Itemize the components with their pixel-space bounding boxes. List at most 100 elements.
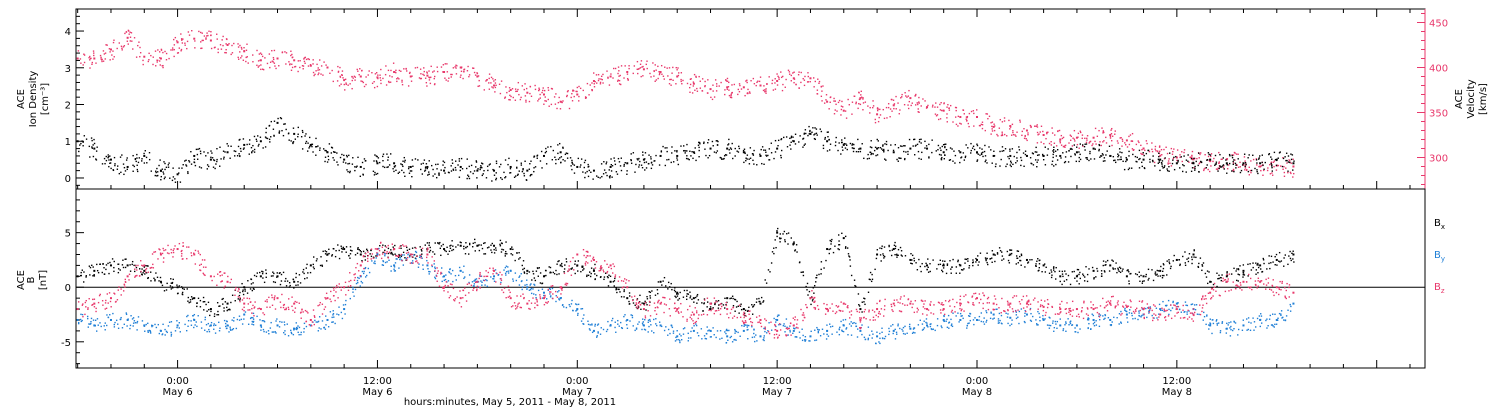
scatter-dot bbox=[1208, 271, 1210, 273]
scatter-dot bbox=[427, 268, 429, 270]
scatter-dot bbox=[570, 268, 573, 270]
scatter-dot bbox=[809, 129, 811, 132]
scatter-dot bbox=[707, 79, 709, 81]
scatter-dot bbox=[147, 330, 149, 332]
scatter-dot bbox=[545, 269, 547, 272]
scatter-dot bbox=[829, 239, 831, 242]
scatter-dot bbox=[1261, 270, 1264, 273]
scatter-dot bbox=[156, 175, 158, 177]
scatter-dot bbox=[285, 52, 288, 54]
scatter-dot bbox=[443, 161, 446, 164]
data-point bbox=[826, 100, 829, 103]
scatter-dot bbox=[402, 165, 404, 168]
scatter-dot bbox=[899, 145, 902, 147]
scatter-dot bbox=[691, 298, 693, 301]
scatter-dot bbox=[451, 162, 454, 164]
scatter-dot bbox=[826, 131, 829, 133]
scatter-dot bbox=[330, 152, 333, 154]
scatter-dot bbox=[1059, 280, 1061, 283]
scatter-dot bbox=[893, 103, 896, 105]
scatter-dot bbox=[1026, 139, 1028, 142]
scatter-dot bbox=[809, 130, 811, 133]
scatter-dot bbox=[973, 112, 975, 115]
scatter-dot bbox=[1125, 156, 1127, 159]
scatter-dot bbox=[402, 264, 405, 266]
scatter-dot bbox=[972, 261, 974, 263]
scatter-dot bbox=[690, 337, 692, 339]
scatter-dot bbox=[766, 83, 768, 85]
scatter-dot bbox=[1269, 267, 1271, 270]
scatter-dot bbox=[265, 127, 267, 130]
scatter-dot bbox=[690, 330, 692, 333]
scatter-dot bbox=[908, 89, 910, 92]
scatter-dot bbox=[1222, 164, 1225, 166]
data-point bbox=[592, 269, 595, 272]
scatter-dot bbox=[477, 168, 479, 170]
data-point bbox=[1275, 158, 1278, 161]
scatter-dot bbox=[1039, 131, 1041, 133]
scatter-dot bbox=[655, 318, 657, 320]
scatter-dot bbox=[572, 90, 574, 92]
scatter-dot bbox=[953, 150, 955, 152]
scatter-dot bbox=[233, 150, 236, 152]
scatter-dot bbox=[977, 264, 979, 266]
scatter-dot bbox=[586, 82, 589, 85]
scatter-dot bbox=[251, 289, 254, 292]
data-point bbox=[876, 253, 879, 256]
scatter-dot bbox=[545, 298, 548, 300]
scatter-dot bbox=[989, 257, 992, 260]
scatter-dot bbox=[239, 44, 241, 47]
scatter-dot bbox=[1278, 260, 1280, 262]
scatter-dot bbox=[1161, 165, 1163, 167]
scatter-dot bbox=[589, 329, 591, 331]
scatter-dot bbox=[812, 287, 814, 289]
scatter-dot bbox=[613, 157, 615, 159]
scatter-dot bbox=[460, 70, 463, 73]
scatter-dot bbox=[348, 162, 351, 165]
scatter-dot bbox=[767, 269, 770, 271]
scatter-dot bbox=[1193, 256, 1195, 258]
scatter-dot bbox=[790, 148, 792, 150]
scatter-dot bbox=[571, 93, 573, 95]
scatter-dot bbox=[244, 288, 246, 291]
data-point bbox=[1209, 158, 1212, 161]
scatter-dot bbox=[246, 43, 248, 45]
scatter-dot bbox=[1237, 166, 1240, 168]
scatter-dot bbox=[835, 103, 837, 106]
scatter-dot bbox=[593, 72, 595, 74]
scatter-dot bbox=[667, 288, 669, 290]
scatter-dot bbox=[690, 155, 692, 157]
scatter-dot bbox=[252, 61, 254, 63]
scatter-dot bbox=[1212, 283, 1215, 286]
scatter-dot bbox=[1119, 266, 1121, 269]
scatter-dot bbox=[295, 284, 297, 286]
scatter-dot bbox=[683, 145, 685, 147]
scatter-dot bbox=[1208, 153, 1210, 156]
scatter-dot bbox=[573, 164, 576, 166]
scatter-dot bbox=[409, 170, 412, 172]
scatter-dot bbox=[149, 331, 152, 333]
scatter-dot bbox=[825, 338, 828, 340]
scatter-dot bbox=[357, 276, 359, 279]
scatter-dot bbox=[257, 145, 260, 147]
data-point bbox=[476, 244, 479, 247]
scatter-dot bbox=[1044, 164, 1047, 166]
scatter-dot bbox=[875, 257, 878, 260]
scatter-dot bbox=[851, 144, 853, 146]
scatter-dot bbox=[106, 324, 108, 327]
scatter-dot bbox=[361, 282, 364, 284]
scatter-dot bbox=[774, 88, 777, 90]
scatter-dot bbox=[184, 42, 186, 44]
scatter-dot bbox=[1235, 167, 1237, 169]
scatter-dot bbox=[293, 287, 295, 289]
scatter-dot bbox=[177, 292, 179, 294]
scatter-dot bbox=[199, 152, 202, 155]
scatter-dot bbox=[95, 330, 98, 332]
scatter-dot bbox=[162, 51, 164, 54]
scatter-dot bbox=[574, 263, 576, 265]
scatter-dot bbox=[753, 328, 755, 330]
scatter-dot bbox=[83, 135, 86, 137]
scatter-dot bbox=[395, 71, 397, 74]
scatter-dot bbox=[426, 72, 429, 74]
scatter-dot bbox=[392, 168, 394, 170]
